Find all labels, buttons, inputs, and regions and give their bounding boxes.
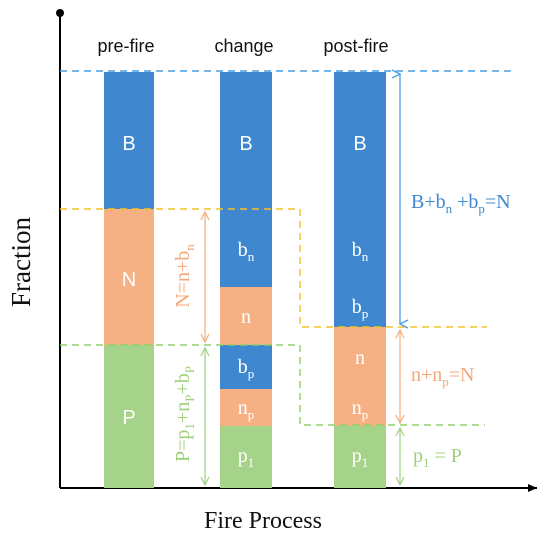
bar-pre-fire: B N P <box>104 72 154 488</box>
label-post-bn: bn <box>352 239 369 264</box>
guide-lines <box>60 70 512 426</box>
label-post-p1: p1 <box>352 445 369 470</box>
segment-change-bp <box>220 345 272 389</box>
label-pre-N: N <box>122 269 136 291</box>
label-post-bp: bp <box>352 296 369 321</box>
range-arrows <box>205 74 400 485</box>
segment-post-bn <box>334 209 386 287</box>
segment-change-n <box>220 287 272 345</box>
equation-orange-left: N=n+bn <box>172 244 197 308</box>
column-title-change: change <box>214 36 273 56</box>
equation-green-right: p1 = P <box>413 445 462 470</box>
label-post-n: n <box>355 347 365 369</box>
segment-post-np <box>334 389 386 426</box>
y-axis-label: Fraction <box>6 217 36 307</box>
equation-orange-right: n+np=N <box>411 364 475 389</box>
equation-blue: B+bn +bp=N <box>411 191 511 216</box>
bar-post-fire: B bn bp n np p1 <box>334 72 386 488</box>
segment-pre-N <box>104 209 154 345</box>
segment-post-n <box>334 327 386 389</box>
equation-green-left: P=p1+nP+bP <box>172 366 197 462</box>
segment-change-np <box>220 389 272 426</box>
segment-pre-P <box>104 345 154 488</box>
segment-post-bp <box>334 287 386 327</box>
segment-change-p1 <box>220 426 272 488</box>
x-axis-label: Fire Process <box>204 508 322 534</box>
column-title-pre-fire: pre-fire <box>97 36 154 56</box>
label-change-bn: bn <box>238 239 255 264</box>
segment-pre-B <box>104 72 154 209</box>
column-title-post-fire: post-fire <box>323 36 388 56</box>
label-pre-B: B <box>122 133 135 155</box>
label-change-n: n <box>241 306 251 328</box>
green-dashed-line <box>60 344 485 426</box>
label-pre-P: P <box>122 407 135 429</box>
segment-post-p1 <box>334 426 386 488</box>
label-change-bp: bp <box>238 356 255 381</box>
bar-change: B bn n bp np p1 <box>220 72 272 488</box>
orange-dashed-line <box>60 208 487 328</box>
label-change-np: np <box>238 397 255 422</box>
segment-change-B <box>220 72 272 209</box>
label-change-B: B <box>239 133 252 155</box>
label-post-np: np <box>352 397 369 422</box>
segment-change-bn <box>220 209 272 287</box>
equations: B+bn +bp=N N=n+bn P=p1+nP+bP n+np=N p1 =… <box>172 191 511 470</box>
label-post-B: B <box>353 133 366 155</box>
segment-post-B <box>334 72 386 209</box>
axes: Fraction Fire Process <box>6 9 537 534</box>
label-change-p1: p1 <box>238 445 255 470</box>
column-titles: pre-fire change post-fire <box>97 36 388 56</box>
